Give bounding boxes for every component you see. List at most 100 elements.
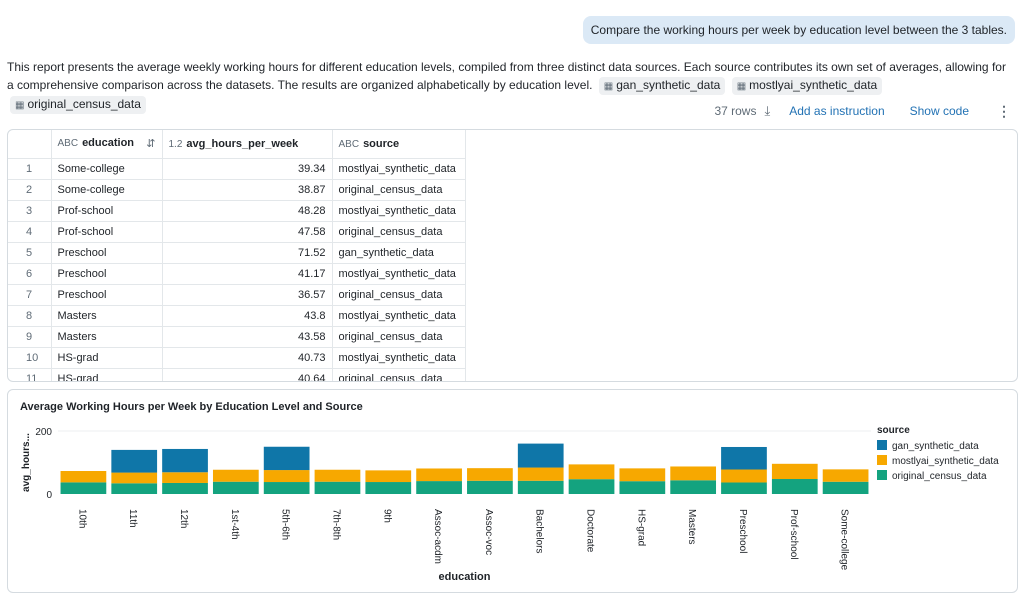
x-tick-label: Some-college — [839, 509, 850, 571]
cell-education: Preschool — [51, 242, 163, 264]
x-tick-label: 12th — [178, 509, 189, 528]
bar-original_census_data — [212, 481, 259, 494]
table-row[interactable]: 4 Prof-school 47.58 original_census_data — [8, 221, 466, 243]
column-name: education — [82, 137, 135, 150]
bar-original_census_data — [467, 480, 513, 494]
bar-gan_synthetic_data — [263, 446, 310, 471]
cell-avg-hours: 41.17 — [162, 263, 333, 285]
column-header-avg-hours[interactable]: 1.2 avg_hours_per_week — [162, 130, 333, 159]
index-header — [8, 130, 52, 159]
bar-mostlyai_synthetic_data — [365, 470, 412, 483]
bar-original_census_data — [60, 482, 107, 494]
table-chip-mostlyai[interactable]: ▦ mostlyai_synthetic_data — [731, 77, 883, 95]
cell-education: Prof-school — [51, 200, 163, 222]
table-chip-census[interactable]: ▦ original_census_data — [10, 96, 146, 114]
x-tick-label: 10th — [76, 509, 87, 528]
table-icon: ▦ — [603, 81, 614, 92]
x-tick-label: 5th-6th — [280, 509, 291, 540]
row-index: 7 — [8, 284, 52, 306]
row-index: 4 — [8, 221, 52, 243]
table-chip-gan[interactable]: ▦ gan_synthetic_data — [598, 77, 726, 95]
bar-mostlyai_synthetic_data — [670, 466, 717, 481]
table-row[interactable]: 9 Masters 43.58 original_census_data — [8, 326, 466, 348]
bar-mostlyai_synthetic_data — [771, 463, 818, 480]
x-tick-label: Prof-school — [788, 509, 799, 560]
download-icon[interactable]: ⤓ — [764, 103, 771, 118]
string-type-icon: ABC — [338, 138, 360, 150]
x-tick-label: 1st-4th — [229, 509, 240, 540]
bar-mostlyai_synthetic_data — [314, 469, 361, 482]
cell-source: original_census_data — [332, 326, 466, 348]
table-icon: ▦ — [15, 100, 25, 111]
bar-original_census_data — [721, 482, 767, 494]
cell-avg-hours: 38.87 — [162, 179, 333, 201]
cell-avg-hours: 40.73 — [162, 347, 333, 369]
table-row[interactable]: 11 HS-grad 40.64 original_census_data — [8, 368, 466, 381]
bar-original_census_data — [162, 482, 208, 494]
column-header-source[interactable]: ABC source — [332, 130, 466, 159]
bar-mostlyai_synthetic_data — [568, 464, 615, 480]
cell-source: original_census_data — [332, 179, 466, 201]
cell-education: HS-grad — [51, 368, 163, 381]
legend-swatch — [877, 440, 887, 450]
row-index: 2 — [8, 179, 52, 201]
bar-original_census_data — [822, 481, 869, 494]
table-row[interactable]: 7 Preschool 36.57 original_census_data — [8, 284, 466, 306]
add-as-instruction-button[interactable]: Add as instruction — [789, 104, 885, 118]
table-chip-label: mostlyai_synthetic_data — [749, 78, 878, 92]
cell-education: Some-college — [51, 158, 163, 180]
bar-mostlyai_synthetic_data — [111, 472, 158, 484]
row-index: 11 — [8, 368, 52, 381]
table-row[interactable]: 2 Some-college 38.87 original_census_data — [8, 179, 466, 201]
legend-title: source — [877, 425, 910, 436]
table-row[interactable]: 10 HS-grad 40.73 mostlyai_synthetic_data — [8, 347, 466, 369]
chart-title: Average Working Hours per Week by Educat… — [20, 401, 363, 413]
x-tick-label: Assoc-acdm — [432, 509, 443, 564]
x-axis-label: education — [439, 571, 491, 583]
bar-mostlyai_synthetic_data — [263, 470, 310, 483]
more-options-icon[interactable]: ⋮ — [997, 102, 1011, 119]
bar-original_census_data — [314, 481, 361, 494]
cell-source: mostlyai_synthetic_data — [332, 158, 466, 180]
cell-source: original_census_data — [332, 368, 466, 381]
cell-education: Preschool — [51, 284, 163, 306]
table-row[interactable]: 8 Masters 43.8 mostlyai_synthetic_data — [8, 305, 466, 327]
cell-education: Masters — [51, 326, 163, 348]
bar-gan_synthetic_data — [162, 448, 208, 473]
bar-mostlyai_synthetic_data — [212, 469, 259, 482]
bar-mostlyai_synthetic_data — [619, 468, 666, 482]
cell-education: Preschool — [51, 263, 163, 285]
bar-original_census_data — [416, 481, 462, 494]
cell-education: Some-college — [51, 179, 163, 201]
x-tick-label: Preschool — [737, 509, 748, 553]
report-body: This report presents the average weekly … — [7, 60, 1006, 92]
row-index: 1 — [8, 158, 52, 180]
cell-education: HS-grad — [51, 347, 163, 369]
table-row[interactable]: 3 Prof-school 48.28 mostlyai_synthetic_data — [8, 200, 466, 222]
legend-label: original_census_data — [892, 471, 987, 482]
sort-icon[interactable]: ⇵ — [146, 138, 156, 151]
column-name: source — [363, 137, 400, 150]
table-row[interactable]: 6 Preschool 41.17 mostlyai_synthetic_data — [8, 263, 466, 285]
bar-mostlyai_synthetic_data — [467, 468, 513, 481]
row-count: 37 rows — [714, 104, 757, 118]
cell-avg-hours: 43.58 — [162, 326, 333, 348]
bar-gan_synthetic_data — [517, 443, 564, 468]
cell-source: mostlyai_synthetic_data — [332, 347, 466, 369]
bar-gan_synthetic_data — [721, 446, 767, 470]
table-row[interactable]: 5 Preschool 71.52 gan_synthetic_data — [8, 242, 466, 264]
bar-original_census_data — [517, 480, 564, 494]
cell-source: mostlyai_synthetic_data — [332, 263, 466, 285]
column-header-education[interactable]: ABC education ⇵ — [51, 130, 163, 159]
table-row[interactable]: 1 Some-college 39.34 mostlyai_synthetic_dat… — [8, 158, 466, 180]
bar-mostlyai_synthetic_data — [517, 467, 564, 481]
show-code-button[interactable]: Show code — [909, 104, 969, 118]
cell-source: mostlyai_synthetic_data — [332, 305, 466, 327]
bar-original_census_data — [670, 480, 717, 494]
row-index: 3 — [8, 200, 52, 222]
legend-label: gan_synthetic_data — [892, 441, 979, 452]
results-table-card: ABC education ⇵ 1.2 avg_hours_per_week ABC s… — [7, 129, 1018, 382]
results-table: ABC education ⇵ 1.2 avg_hours_per_week ABC s… — [8, 130, 466, 381]
cell-avg-hours: 71.52 — [162, 242, 333, 264]
bar-original_census_data — [619, 481, 666, 494]
